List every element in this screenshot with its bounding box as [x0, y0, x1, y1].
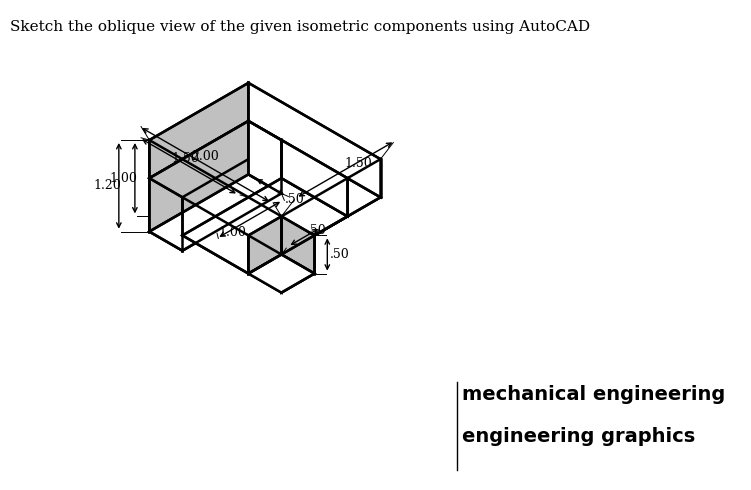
Text: 1.00: 1.00	[218, 226, 246, 239]
Text: 1.50: 1.50	[345, 157, 372, 170]
Text: 1.00: 1.00	[110, 172, 137, 185]
Polygon shape	[249, 254, 315, 293]
Text: .50: .50	[307, 224, 327, 237]
Polygon shape	[149, 121, 381, 254]
Polygon shape	[149, 83, 249, 178]
Text: Sketch the oblique view of the given isometric components using AutoCAD: Sketch the oblique view of the given iso…	[10, 20, 590, 34]
Text: mechanical engineering: mechanical engineering	[462, 385, 725, 404]
Text: 2.00: 2.00	[192, 150, 219, 163]
Polygon shape	[249, 235, 282, 293]
Polygon shape	[149, 121, 249, 232]
Polygon shape	[282, 217, 315, 273]
Polygon shape	[149, 140, 282, 254]
Polygon shape	[282, 140, 348, 217]
Polygon shape	[182, 140, 282, 251]
Text: 1.20: 1.20	[94, 179, 122, 193]
Polygon shape	[282, 159, 381, 254]
Polygon shape	[149, 178, 182, 251]
Polygon shape	[249, 178, 348, 273]
Polygon shape	[249, 121, 282, 194]
Polygon shape	[182, 197, 249, 273]
Polygon shape	[249, 217, 282, 273]
Text: .50: .50	[330, 248, 350, 261]
Polygon shape	[182, 178, 348, 273]
Text: 1.50: 1.50	[171, 152, 199, 165]
Text: .50: .50	[285, 194, 304, 206]
Polygon shape	[282, 235, 315, 293]
Polygon shape	[149, 174, 282, 251]
Polygon shape	[249, 83, 381, 197]
Text: engineering graphics: engineering graphics	[462, 427, 695, 446]
